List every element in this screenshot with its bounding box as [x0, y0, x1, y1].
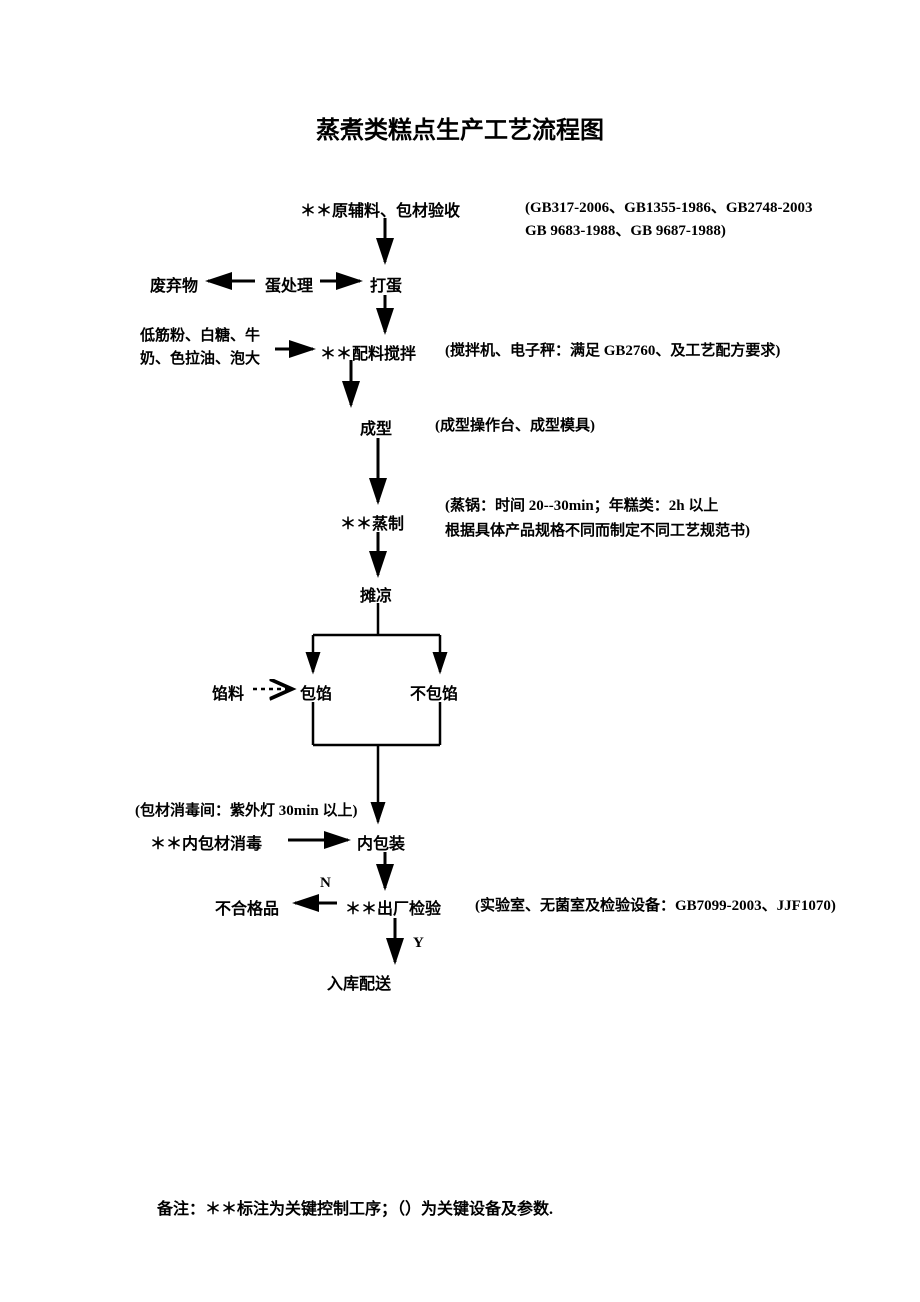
ingredients-line1: 低筋粉、白糖、牛: [140, 325, 260, 348]
node-egg-process: 蛋处理: [265, 272, 313, 296]
node-step2: 打蛋: [370, 272, 402, 296]
annotation-4-line1: (蒸锅：时间 20--30min；年糕类：2h 以上: [445, 495, 718, 518]
annotation-3: (成型操作台、成型模具): [435, 415, 595, 438]
footnote: 备注：＊＊标注为关键控制工序；（）为关键设备及参数.: [157, 1195, 553, 1219]
annotation-1-line2: GB 9683-1988、GB 9687-1988): [525, 220, 726, 243]
annotation-2: (搅拌机、电子秤：满足 GB2760、及工艺配方要求): [445, 340, 780, 363]
node-reject: 不合格品: [215, 895, 279, 919]
node-decision-n: N: [320, 875, 331, 892]
node-step1: ＊＊原辅料、包材验收: [300, 197, 460, 221]
node-step9: 入库配送: [327, 970, 391, 994]
node-step4: 成型: [360, 415, 392, 439]
node-step5: ＊＊蒸制: [340, 510, 404, 534]
diagram-title: 蒸煮类糕点生产工艺流程图: [0, 110, 920, 145]
node-branch-b: 不包馅: [410, 680, 458, 704]
annotation-5: (包材消毒间：紫外灯 30min 以上): [135, 800, 358, 823]
annotation-4-line2: 根据具体产品规格不同而制定不同工艺规范书): [445, 520, 750, 543]
node-decision-y: Y: [413, 935, 424, 952]
node-branch-a: 包馅: [300, 680, 332, 704]
annotation-6: (实验室、无菌室及检验设备：GB7099-2003、JJF1070): [475, 895, 836, 918]
node-step8: ＊＊出厂检验: [345, 895, 441, 919]
flowchart-arrows: [0, 0, 920, 1302]
node-waste: 废弃物: [150, 272, 198, 296]
node-step7-label: ＊＊内包材消毒: [150, 830, 262, 854]
node-step3: ＊＊配料搅拌: [320, 340, 416, 364]
node-filling: 馅料: [212, 680, 244, 704]
ingredients-line2: 奶、色拉油、泡大: [140, 348, 260, 371]
node-step6: 摊凉: [360, 582, 392, 606]
annotation-1-line1: (GB317-2006、GB1355-1986、GB2748-2003: [525, 197, 813, 220]
node-step7: 内包装: [357, 830, 405, 854]
